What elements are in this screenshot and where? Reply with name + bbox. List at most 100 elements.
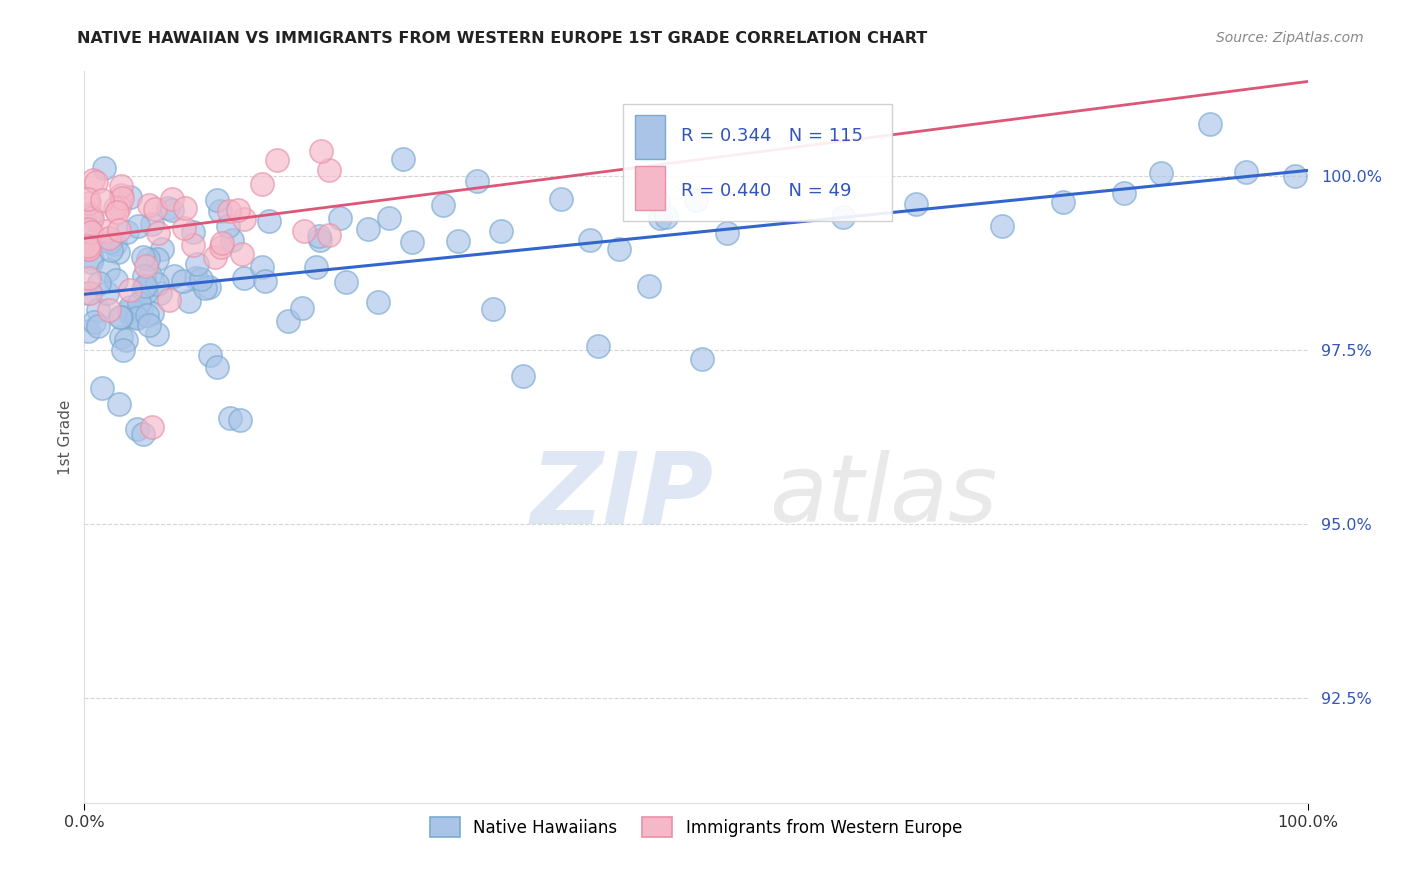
Point: [179, 293, 201, 308]
Point: [77, 195, 100, 210]
Point: [489, 224, 512, 238]
Point: [77, 324, 100, 338]
Point: [905, 196, 928, 211]
Point: [134, 278, 156, 293]
Point: [991, 219, 1014, 233]
Point: [98, 235, 121, 250]
Point: [97, 303, 120, 318]
Point: [139, 268, 162, 282]
Point: [125, 310, 148, 325]
Point: [132, 250, 155, 264]
Point: [131, 427, 153, 442]
Point: [120, 283, 142, 297]
Point: [96, 286, 118, 301]
Text: atlas: atlas: [769, 450, 998, 541]
Point: [378, 211, 401, 225]
Point: [685, 193, 707, 207]
Point: [190, 271, 212, 285]
Point: [80, 252, 103, 266]
Point: [77, 286, 100, 301]
FancyBboxPatch shape: [623, 104, 891, 221]
Point: [141, 419, 163, 434]
Point: [143, 202, 166, 217]
Point: [82, 211, 104, 225]
Point: [181, 237, 204, 252]
Point: [186, 257, 208, 271]
Point: [80, 209, 103, 223]
Point: [108, 397, 131, 411]
Point: [204, 250, 226, 264]
Point: [138, 318, 160, 332]
Text: R = 0.344   N = 115: R = 0.344 N = 115: [682, 127, 863, 145]
Point: [114, 333, 136, 347]
Point: [162, 192, 184, 206]
Point: [231, 247, 253, 261]
Point: [77, 192, 100, 206]
Legend: Native Hawaiians, Immigrants from Western Europe: Native Hawaiians, Immigrants from Wester…: [422, 809, 970, 846]
Point: [392, 153, 415, 167]
Point: [211, 236, 233, 251]
Point: [291, 301, 314, 315]
Point: [125, 310, 148, 325]
Point: [111, 343, 134, 358]
Point: [1150, 166, 1173, 180]
Point: [94, 224, 117, 238]
Point: [367, 295, 389, 310]
Point: [87, 319, 110, 334]
Point: [110, 178, 132, 193]
Point: [90, 193, 112, 207]
Point: [105, 205, 128, 219]
Point: [253, 274, 276, 288]
Point: [205, 194, 228, 208]
Point: [163, 269, 186, 284]
Point: [173, 220, 195, 235]
Point: [579, 233, 602, 247]
Point: [118, 303, 141, 318]
Point: [93, 161, 115, 175]
Point: [465, 173, 488, 187]
Point: [104, 202, 127, 216]
Point: [157, 293, 180, 307]
Point: [132, 281, 155, 295]
Point: [197, 280, 219, 294]
Point: [135, 285, 157, 299]
Point: [107, 245, 129, 260]
Point: [184, 271, 207, 285]
Point: [110, 188, 132, 202]
Point: [318, 227, 340, 242]
Point: [77, 239, 100, 253]
Point: [120, 310, 142, 324]
Point: [308, 229, 330, 244]
Point: [357, 221, 380, 235]
Point: [87, 276, 110, 290]
Point: [79, 225, 101, 239]
Point: [110, 310, 132, 324]
Point: [82, 173, 104, 187]
Point: [716, 226, 738, 240]
Point: [100, 243, 122, 257]
Point: [108, 200, 131, 214]
Point: [136, 252, 159, 266]
Point: [84, 175, 107, 189]
Point: [309, 145, 332, 159]
Point: [146, 277, 169, 292]
Point: [104, 237, 127, 252]
Point: [308, 233, 330, 247]
Point: [146, 226, 169, 240]
Point: [250, 177, 273, 191]
Point: [209, 240, 232, 254]
Point: [115, 225, 138, 239]
Point: [97, 263, 120, 277]
Text: NATIVE HAWAIIAN VS IMMIGRANTS FROM WESTERN EUROPE 1ST GRADE CORRELATION CHART: NATIVE HAWAIIAN VS IMMIGRANTS FROM WESTE…: [77, 31, 928, 46]
Point: [98, 230, 121, 244]
Point: [277, 314, 299, 328]
Point: [226, 202, 249, 217]
Point: [232, 271, 254, 285]
Point: [138, 198, 160, 212]
Point: [194, 281, 217, 295]
Point: [257, 214, 280, 228]
Point: [135, 259, 157, 273]
Point: [266, 153, 288, 167]
Point: [218, 203, 240, 218]
Point: [690, 351, 713, 366]
